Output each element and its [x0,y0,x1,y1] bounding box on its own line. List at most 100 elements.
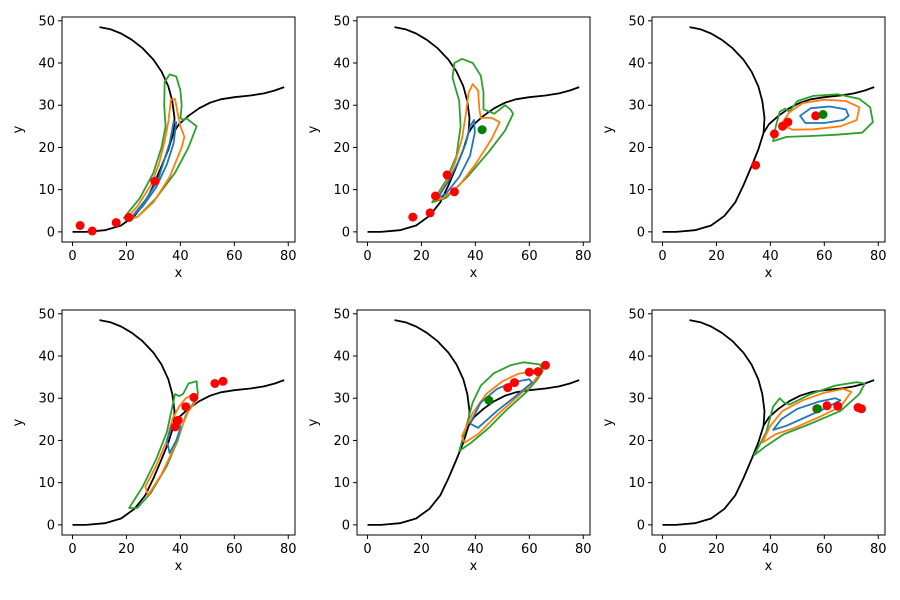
subplot-6: 0 20 40 60 80 0 10 20 30 40 50 x y [601,307,887,574]
y-tick-label: 0 [342,518,350,533]
observed-point-4 [783,117,793,127]
y-tick-label: 30 [333,99,350,114]
predicted-point-1 [484,395,494,405]
axes-frame [356,16,591,243]
x-tick-label: 80 [280,249,297,264]
observed-point-1 [408,212,418,222]
axes-frame [61,309,296,536]
contour-outer [753,381,866,457]
x-tick-label: 0 [68,542,76,557]
x-tick-label: 20 [413,542,430,557]
observed-point-3 [111,218,121,228]
observed-point-6 [218,376,228,386]
y-tick-label: 0 [342,225,350,240]
observed-point-5 [210,379,220,388]
contour-outer [772,93,874,142]
observed-point-4 [442,170,452,180]
x-tick-label: 20 [708,542,725,557]
observed-point-5 [449,187,459,197]
x-tick-label: 0 [658,542,666,557]
plot-area [72,26,285,236]
road-branch-line [762,86,875,134]
y-tick-label: 20 [38,141,55,156]
contour-middle [761,388,853,444]
y-tick-label: 10 [628,183,645,198]
y-tick-label: 0 [637,518,645,533]
y-axis-label: y [11,418,26,426]
x-tick-label: 60 [816,249,833,264]
x-axis-label: x [765,266,773,281]
observed-point-1 [170,422,180,432]
y-tick-label: 40 [628,57,645,72]
x-axis-label: x [470,559,478,574]
plot-area [367,26,580,233]
y-tick-label: 20 [628,141,645,156]
predicted-point-1 [477,125,487,135]
observed-point-4 [124,213,134,222]
y-tick-label: 30 [38,392,55,407]
y-tick-label: 40 [628,350,645,365]
x-axis-label: x [175,559,183,574]
y-axis-label: y [11,125,26,133]
y-axis-label: y [306,125,321,133]
y-tick-label: 10 [333,476,350,491]
x-tick-label: 20 [118,542,135,557]
road-line [662,319,766,526]
x-tick-label: 60 [226,542,243,557]
y-tick-label: 0 [47,225,55,240]
y-tick-label: 10 [38,476,55,491]
y-axis-label: y [601,125,616,133]
y-tick-label: 0 [47,518,55,533]
y-tick-label: 10 [333,183,350,198]
x-tick-label: 60 [521,542,538,557]
x-tick-label: 40 [172,249,189,264]
subplot-2: 0 20 40 60 80 0 10 20 30 40 50 x y [306,14,592,281]
plot-area [662,319,875,526]
observed-point-2 [173,415,183,425]
y-tick-label: 30 [333,392,350,407]
road-line [367,26,471,233]
observed-point-3 [181,402,191,412]
x-tick-label: 80 [575,542,592,557]
observed-point-4 [189,392,199,402]
road-line [72,26,176,233]
x-tick-label: 80 [870,542,887,557]
y-tick-label: 50 [628,14,645,29]
observed-point-3 [833,401,843,411]
y-tick-label: 50 [38,14,55,29]
subplot-3: 0 20 40 60 80 0 10 20 30 40 50 x y [601,14,887,281]
axes-frame [651,309,886,536]
x-tick-label: 20 [118,249,135,264]
subplot-4: 0 20 40 60 80 0 10 20 30 40 50 x y [11,307,297,574]
y-tick-label: 40 [333,57,350,72]
x-tick-label: 40 [467,542,484,557]
contour-inner [436,119,476,199]
predicted-point-1 [818,110,828,119]
observed-point-3 [524,367,534,377]
road-branch-line [172,379,285,427]
observed-point-3 [431,191,440,201]
road-branch-line [467,379,580,427]
predicted-point-1 [813,404,823,414]
road-line [72,319,176,526]
plot-area [662,26,875,233]
x-tick-label: 20 [413,249,430,264]
contour-middle [434,83,501,202]
x-axis-label: x [175,266,183,281]
y-tick-label: 20 [333,141,350,156]
road-branch-line [172,86,285,134]
x-axis-label: x [470,266,478,281]
y-tick-label: 10 [38,183,55,198]
road-branch-line [762,379,875,427]
y-tick-label: 20 [38,434,55,449]
x-tick-label: 20 [708,249,725,264]
contour-middle [124,98,186,221]
y-tick-label: 30 [628,392,645,407]
contour-outer [431,57,514,204]
contour-outer [458,361,544,452]
road-line [662,26,766,233]
y-tick-label: 30 [628,99,645,114]
observed-point-5 [541,360,550,370]
x-tick-label: 0 [68,249,76,264]
